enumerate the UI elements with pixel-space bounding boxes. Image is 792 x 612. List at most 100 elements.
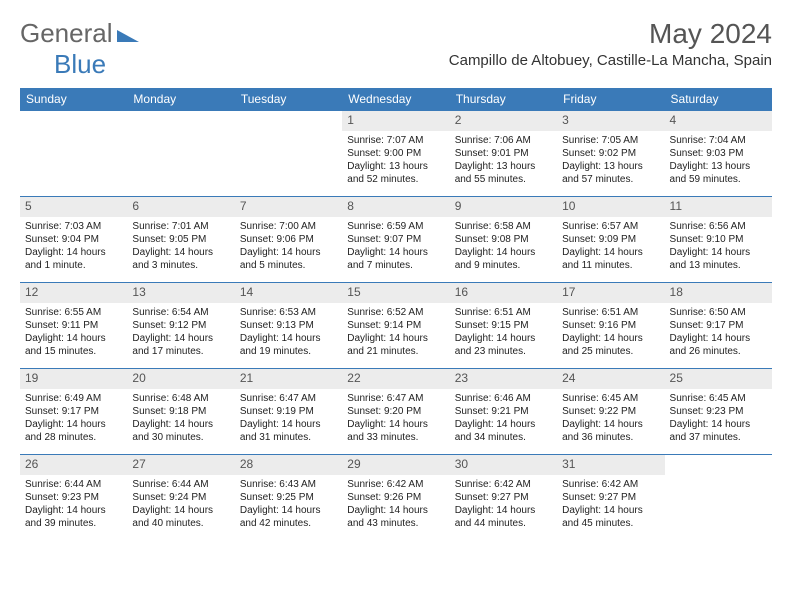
daylight-text: Daylight: 14 hours and 33 minutes. — [347, 418, 444, 444]
weekday-tuesday: Tuesday — [235, 88, 342, 111]
daylight-text: Daylight: 14 hours and 21 minutes. — [347, 332, 444, 358]
daylight-text: Daylight: 14 hours and 36 minutes. — [562, 418, 659, 444]
week-row: 12Sunrise: 6:55 AMSunset: 9:11 PMDayligh… — [20, 283, 772, 369]
weekday-monday: Monday — [127, 88, 234, 111]
sunrise-text: Sunrise: 6:49 AM — [25, 392, 122, 405]
day-number: 18 — [665, 283, 772, 303]
daylight-text: Daylight: 14 hours and 23 minutes. — [455, 332, 552, 358]
sunrise-text: Sunrise: 6:50 AM — [670, 306, 767, 319]
sunset-text: Sunset: 9:17 PM — [670, 319, 767, 332]
calendar-table: SundayMondayTuesdayWednesdayThursdayFrid… — [20, 88, 772, 541]
day-cell-4: 4Sunrise: 7:04 AMSunset: 9:03 PMDaylight… — [665, 111, 772, 197]
day-cell-empty: . — [665, 455, 772, 541]
sunset-text: Sunset: 9:01 PM — [455, 147, 552, 160]
day-number: 31 — [557, 455, 664, 475]
sunrise-text: Sunrise: 6:45 AM — [670, 392, 767, 405]
sunrise-text: Sunrise: 7:06 AM — [455, 134, 552, 147]
week-row: 19Sunrise: 6:49 AMSunset: 9:17 PMDayligh… — [20, 369, 772, 455]
day-cell-17: 17Sunrise: 6:51 AMSunset: 9:16 PMDayligh… — [557, 283, 664, 369]
sunrise-text: Sunrise: 6:46 AM — [455, 392, 552, 405]
day-cell-14: 14Sunrise: 6:53 AMSunset: 9:13 PMDayligh… — [235, 283, 342, 369]
daylight-text: Daylight: 14 hours and 34 minutes. — [455, 418, 552, 444]
sunset-text: Sunset: 9:02 PM — [562, 147, 659, 160]
month-title: May 2024 — [449, 18, 772, 50]
sunrise-text: Sunrise: 6:59 AM — [347, 220, 444, 233]
day-number: 11 — [665, 197, 772, 217]
sunrise-text: Sunrise: 6:47 AM — [240, 392, 337, 405]
sunset-text: Sunset: 9:20 PM — [347, 405, 444, 418]
day-cell-29: 29Sunrise: 6:42 AMSunset: 9:26 PMDayligh… — [342, 455, 449, 541]
day-number: 21 — [235, 369, 342, 389]
sunrise-text: Sunrise: 6:44 AM — [25, 478, 122, 491]
day-cell-18: 18 Sunrise: 6:50 AMSunset: 9:17 PMDayligh… — [665, 283, 772, 369]
daylight-text: Daylight: 14 hours and 44 minutes. — [455, 504, 552, 530]
weekday-row: SundayMondayTuesdayWednesdayThursdayFrid… — [20, 88, 772, 111]
day-cell-30: 30 Sunrise: 6:42 AMSunset: 9:27 PMDayligh… — [450, 455, 557, 541]
weekday-sunday: Sunday — [20, 88, 127, 111]
sunset-text: Sunset: 9:27 PM — [455, 491, 552, 504]
day-cell-27: 27Sunrise: 6:44 AMSunset: 9:24 PMDayligh… — [127, 455, 234, 541]
logo-text-1: General — [20, 18, 113, 49]
day-number: 16 — [450, 283, 557, 303]
sunset-text: Sunset: 9:10 PM — [670, 233, 767, 246]
daylight-text: Daylight: 14 hours and 26 minutes. — [670, 332, 767, 358]
sunset-text: Sunset: 9:24 PM — [132, 491, 229, 504]
day-cell-11: 11Sunrise: 6:56 AMSunset: 9:10 PMDayligh… — [665, 197, 772, 283]
day-cell-28: 28Sunrise: 6:43 AMSunset: 9:25 PMDayligh… — [235, 455, 342, 541]
sunrise-text: Sunrise: 7:00 AM — [240, 220, 337, 233]
sunset-text: Sunset: 9:16 PM — [562, 319, 659, 332]
sunrise-text: Sunrise: 6:53 AM — [240, 306, 337, 319]
sunset-text: Sunset: 9:05 PM — [132, 233, 229, 246]
day-number: 10 — [557, 197, 664, 217]
sunrise-text: Sunrise: 6:42 AM — [562, 478, 659, 491]
sunrise-text: Sunrise: 6:51 AM — [455, 306, 552, 319]
day-number: 8 — [342, 197, 449, 217]
sunrise-text: Sunrise: 7:01 AM — [132, 220, 229, 233]
sunset-text: Sunset: 9:00 PM — [347, 147, 444, 160]
day-cell-empty: . — [20, 111, 127, 197]
day-cell-10: 10Sunrise: 6:57 AMSunset: 9:09 PMDayligh… — [557, 197, 664, 283]
daylight-text: Daylight: 14 hours and 40 minutes. — [132, 504, 229, 530]
sunset-text: Sunset: 9:11 PM — [25, 319, 122, 332]
day-number: 14 — [235, 283, 342, 303]
day-number: 4 — [665, 111, 772, 131]
daylight-text: Daylight: 14 hours and 5 minutes. — [240, 246, 337, 272]
location: Campillo de Altobuey, Castille-La Mancha… — [449, 52, 772, 69]
day-cell-12: 12Sunrise: 6:55 AMSunset: 9:11 PMDayligh… — [20, 283, 127, 369]
day-number: 15 — [342, 283, 449, 303]
daylight-text: Daylight: 13 hours and 59 minutes. — [670, 160, 767, 186]
sunset-text: Sunset: 9:06 PM — [240, 233, 337, 246]
day-number: 27 — [127, 455, 234, 475]
day-cell-empty: . — [235, 111, 342, 197]
logo-triangle-icon — [117, 30, 139, 42]
day-number: 26 — [20, 455, 127, 475]
sunset-text: Sunset: 9:18 PM — [132, 405, 229, 418]
day-cell-25: 25Sunrise: 6:45 AMSunset: 9:23 PMDayligh… — [665, 369, 772, 455]
day-cell-empty: . — [127, 111, 234, 197]
day-number: 24 — [557, 369, 664, 389]
week-row: 26Sunrise: 6:44 AMSunset: 9:23 PMDayligh… — [20, 455, 772, 541]
sunrise-text: Sunrise: 6:56 AM — [670, 220, 767, 233]
daylight-text: Daylight: 14 hours and 15 minutes. — [25, 332, 122, 358]
daylight-text: Daylight: 13 hours and 57 minutes. — [562, 160, 659, 186]
daylight-text: Daylight: 14 hours and 11 minutes. — [562, 246, 659, 272]
daylight-text: Daylight: 14 hours and 37 minutes. — [670, 418, 767, 444]
day-number: 25 — [665, 369, 772, 389]
sunrise-text: Sunrise: 6:52 AM — [347, 306, 444, 319]
sunset-text: Sunset: 9:04 PM — [25, 233, 122, 246]
day-number: 17 — [557, 283, 664, 303]
sunrise-text: Sunrise: 6:42 AM — [455, 478, 552, 491]
day-number: 19 — [20, 369, 127, 389]
daylight-text: Daylight: 14 hours and 42 minutes. — [240, 504, 337, 530]
sunset-text: Sunset: 9:12 PM — [132, 319, 229, 332]
daylight-text: Daylight: 14 hours and 25 minutes. — [562, 332, 659, 358]
day-number: 3 — [557, 111, 664, 131]
daylight-text: Daylight: 14 hours and 28 minutes. — [25, 418, 122, 444]
sunrise-text: Sunrise: 6:57 AM — [562, 220, 659, 233]
daylight-text: Daylight: 14 hours and 30 minutes. — [132, 418, 229, 444]
week-row: 5Sunrise: 7:03 AMSunset: 9:04 PMDaylight… — [20, 197, 772, 283]
day-cell-15: 15Sunrise: 6:52 AMSunset: 9:14 PMDayligh… — [342, 283, 449, 369]
weekday-friday: Friday — [557, 88, 664, 111]
daylight-text: Daylight: 13 hours and 55 minutes. — [455, 160, 552, 186]
day-number: 30 — [450, 455, 557, 475]
